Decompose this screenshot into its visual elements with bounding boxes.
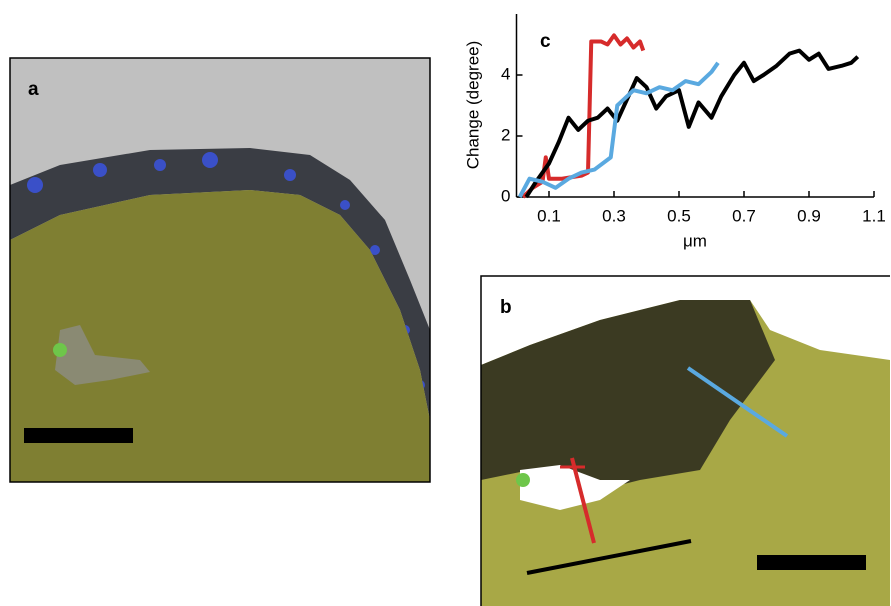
x-tick-label: 0.3 — [602, 206, 626, 225]
red-profile-line — [570, 457, 596, 544]
data-line — [517, 61, 720, 198]
x-tick-label: 1.1 — [862, 206, 886, 225]
x-tick-label: 0.1 — [537, 206, 561, 225]
white-hole — [520, 465, 630, 510]
chart: c Change (degree) μm 0 2 4 0.1 0.3 0.5 0.7 0.9 1… — [463, 14, 886, 250]
scale-bar — [24, 428, 133, 443]
scale-bar — [757, 555, 866, 570]
panel-label: b — [500, 297, 512, 318]
y-tick-label: 2 — [501, 125, 510, 144]
y-axis-label: Change (degree) — [463, 41, 482, 170]
green-spot — [516, 473, 530, 487]
panel-b: b — [480, 275, 890, 606]
black-profile-line — [526, 539, 692, 575]
dark-region — [481, 300, 775, 500]
green-spot — [53, 343, 67, 357]
panel-label: a — [28, 79, 39, 100]
panel-a: a — [9, 57, 431, 483]
blue-profile-line — [686, 366, 789, 438]
y-tick-label: 4 — [501, 64, 510, 83]
data-line — [521, 33, 646, 199]
x-tick-label: 0.9 — [797, 206, 821, 225]
panel-frame — [480, 275, 890, 606]
gray-patch — [55, 325, 150, 385]
olive-region — [10, 190, 430, 482]
x-tick-label: 0.5 — [667, 206, 691, 225]
x-tick-label: 0.7 — [732, 206, 756, 225]
x-axis-label: μm — [683, 231, 707, 250]
panel-label: c — [540, 31, 551, 52]
panel-frame — [9, 57, 431, 483]
dark-band — [10, 148, 430, 420]
data-line — [524, 48, 860, 199]
y-tick-label: 0 — [501, 186, 510, 205]
